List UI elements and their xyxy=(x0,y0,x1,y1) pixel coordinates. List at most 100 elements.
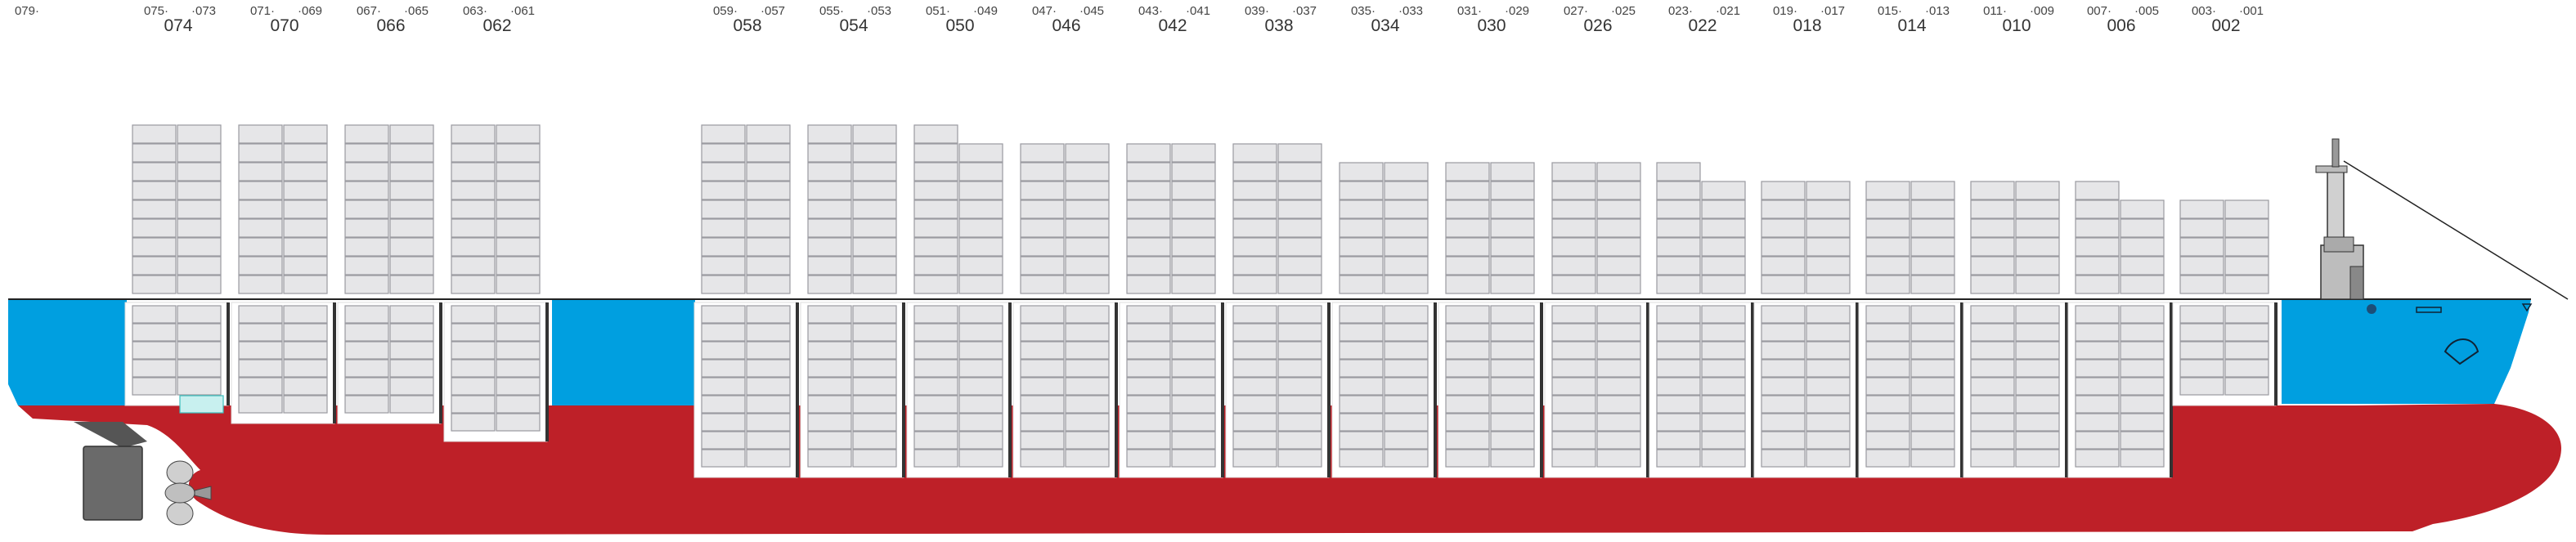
hold-container xyxy=(1656,341,1701,360)
hold-container xyxy=(2120,449,2165,468)
deck-container xyxy=(132,143,177,163)
bay-even-label: 058 xyxy=(733,16,761,35)
deck-container xyxy=(1020,199,1065,219)
deck-stack-050 xyxy=(913,124,1003,294)
hold-container xyxy=(958,323,1003,342)
deck-container xyxy=(496,275,541,294)
deck-container xyxy=(496,181,541,200)
hold-container xyxy=(1065,305,1110,324)
hold-container xyxy=(1232,305,1277,324)
hold-container xyxy=(1656,413,1701,432)
hold-container xyxy=(1126,341,1171,360)
hold-container xyxy=(701,305,746,324)
deck-container xyxy=(2015,218,2060,238)
deck-container xyxy=(1232,143,1277,163)
hold-container xyxy=(1865,395,1910,414)
hold-container xyxy=(852,341,897,360)
deck-container xyxy=(496,218,541,238)
hold-container xyxy=(2015,431,2060,450)
hold-container xyxy=(1171,359,1216,378)
hold-container xyxy=(1384,449,1429,468)
hold-container xyxy=(389,359,434,378)
hold-container xyxy=(389,395,434,414)
bow-logo xyxy=(2444,338,2480,365)
deck-container xyxy=(177,162,222,181)
hold-container xyxy=(2179,323,2224,342)
hold-container xyxy=(958,395,1003,414)
hold-container xyxy=(177,341,222,360)
hold-stack-054 xyxy=(800,302,904,478)
hold-container xyxy=(958,449,1003,468)
deck-container xyxy=(2179,256,2224,275)
hold-container xyxy=(1384,377,1429,396)
bay-odd-label: 007· xyxy=(2087,4,2112,18)
deck-container xyxy=(1065,181,1110,200)
deck-container xyxy=(283,275,328,294)
hold-stack-002 xyxy=(2172,302,2277,406)
hold-container xyxy=(746,413,791,432)
deck-container xyxy=(1761,199,1806,219)
deck-container xyxy=(1970,275,2015,294)
hold-container xyxy=(451,323,496,342)
hold-container xyxy=(701,323,746,342)
hold-container xyxy=(1490,341,1535,360)
hold-container xyxy=(1020,323,1065,342)
bay-odd-label: ·073 xyxy=(191,4,216,18)
deck-container xyxy=(1490,256,1535,275)
hold-container xyxy=(701,431,746,450)
hold-container xyxy=(1910,413,1955,432)
deck-container xyxy=(344,218,389,238)
hold-container xyxy=(958,341,1003,360)
deck-container xyxy=(1701,237,1746,257)
hold-container xyxy=(1970,323,2015,342)
deck-container xyxy=(852,237,897,257)
hold-container xyxy=(1445,323,1490,342)
deck-container xyxy=(1020,275,1065,294)
hold-container xyxy=(1065,359,1110,378)
deck-container xyxy=(1910,256,1955,275)
deck-container xyxy=(1384,181,1429,200)
hold-container xyxy=(807,323,852,342)
deck-container xyxy=(344,162,389,181)
hold-container xyxy=(1171,305,1216,324)
hold-container xyxy=(1701,377,1746,396)
hold-container xyxy=(701,449,746,468)
hold-container xyxy=(496,341,541,360)
hold-container xyxy=(389,305,434,324)
hold-stack-050 xyxy=(906,302,1011,478)
hold-container xyxy=(1551,431,1596,450)
hold-container xyxy=(701,377,746,396)
deck-stack-058 xyxy=(701,124,791,294)
hold-container xyxy=(852,413,897,432)
hold-container xyxy=(807,341,852,360)
deck-container xyxy=(1970,181,2015,200)
deck-container xyxy=(746,162,791,181)
hold-bulkhead xyxy=(1434,302,1437,477)
deck-container xyxy=(1701,181,1746,200)
hold-container xyxy=(238,323,283,342)
hold-container xyxy=(1656,395,1701,414)
deck-container xyxy=(1551,218,1596,238)
hold-container xyxy=(344,359,389,378)
deck-container xyxy=(238,124,283,144)
hold-container xyxy=(1761,395,1806,414)
hold-container xyxy=(2120,395,2165,414)
deck-container xyxy=(1277,218,1322,238)
deck-stack-010 xyxy=(1970,181,2060,294)
hold-container xyxy=(1339,359,1384,378)
mast-crossbar xyxy=(2315,165,2348,173)
hold-container xyxy=(1596,449,1641,468)
hold-container xyxy=(2120,305,2165,324)
hold-container xyxy=(958,413,1003,432)
deck-container xyxy=(913,181,958,200)
hold-bulkhead xyxy=(545,302,549,441)
hold-container xyxy=(1656,431,1701,450)
hold-container xyxy=(1020,359,1065,378)
bay-odd-label: 075· xyxy=(144,4,168,18)
deck-container xyxy=(1232,181,1277,200)
hold-container xyxy=(1445,305,1490,324)
bay-odd-label: 027· xyxy=(1564,4,1588,18)
bay-odd-label: 011· xyxy=(1983,4,2007,18)
hold-stack-018 xyxy=(1753,302,1858,478)
deck-container xyxy=(746,275,791,294)
